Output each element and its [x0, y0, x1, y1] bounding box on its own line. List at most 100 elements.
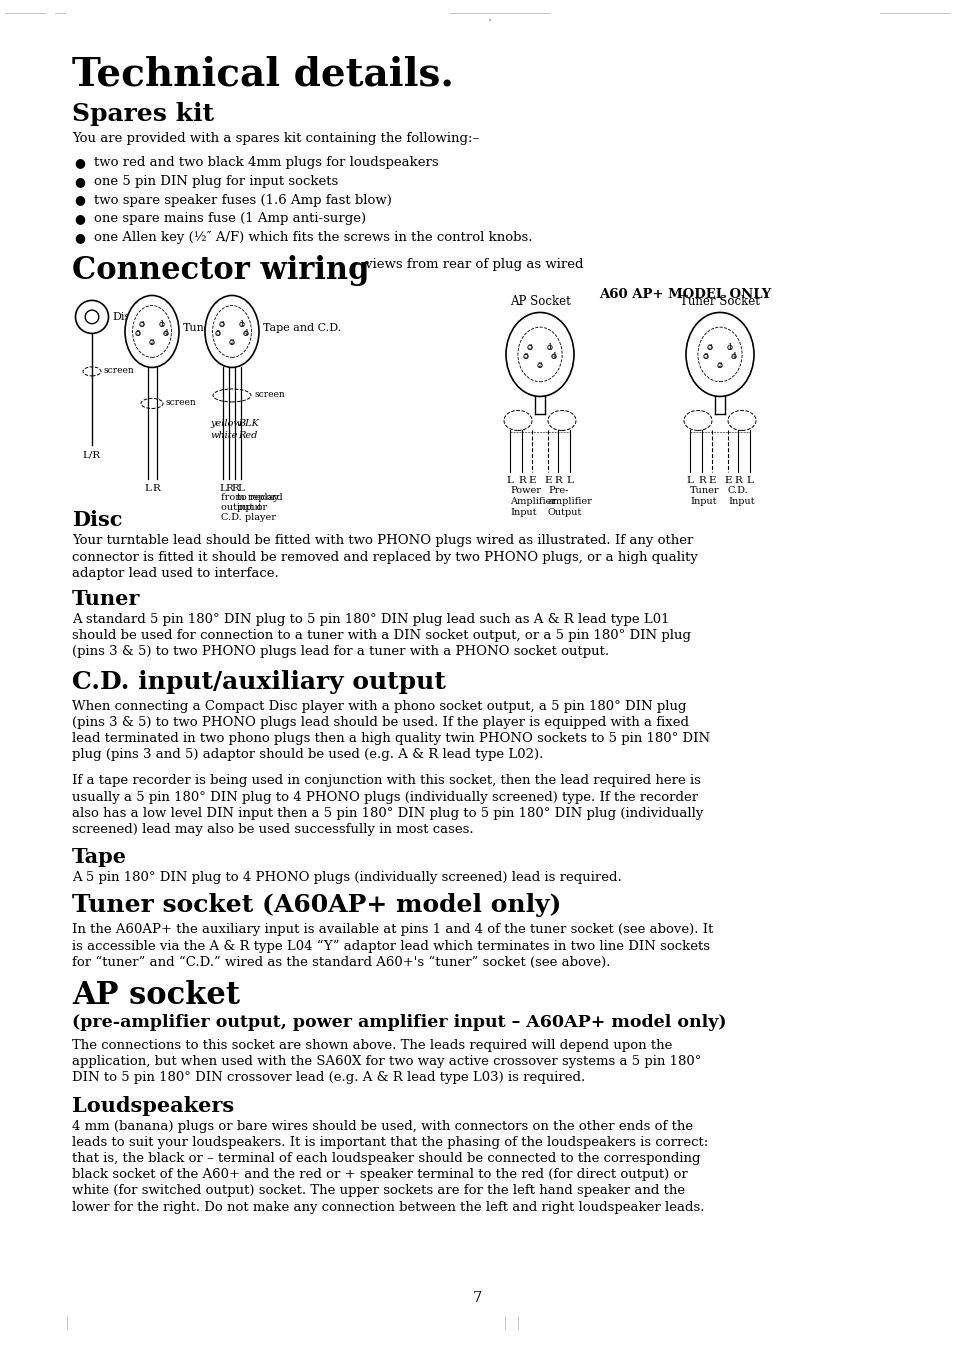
- Text: 4: 4: [551, 353, 556, 361]
- Text: C.D.: C.D.: [727, 486, 748, 496]
- Text: 5: 5: [135, 330, 140, 338]
- Text: ●: ●: [74, 174, 85, 188]
- Circle shape: [230, 340, 233, 345]
- Text: R: R: [225, 485, 233, 493]
- Text: L: L: [144, 485, 151, 493]
- Text: ●: ●: [74, 157, 85, 169]
- Text: white: white: [210, 431, 237, 440]
- Text: Red: Red: [237, 431, 257, 440]
- Text: white (for switched output) socket. The upper sockets are for the left hand spea: white (for switched output) socket. The …: [71, 1185, 684, 1197]
- Circle shape: [717, 363, 721, 367]
- Text: Tape: Tape: [71, 847, 127, 867]
- Text: L: L: [566, 477, 573, 485]
- Text: (pins 3 & 5) to two PHONO plugs lead should be used. If the player is equipped w: (pins 3 & 5) to two PHONO plugs lead sho…: [71, 716, 688, 728]
- Circle shape: [547, 346, 552, 350]
- Text: application, but when used with the SA60X for two way active crossover systems a: application, but when used with the SA60…: [71, 1055, 700, 1069]
- Text: output or: output or: [221, 504, 267, 512]
- Ellipse shape: [685, 312, 753, 396]
- Ellipse shape: [205, 296, 258, 367]
- Text: 3: 3: [527, 343, 532, 351]
- Text: When connecting a Compact Disc player with a phono socket output, a 5 pin 180° D: When connecting a Compact Disc player wi…: [71, 700, 686, 712]
- Text: L: L: [219, 485, 226, 493]
- Circle shape: [707, 346, 712, 350]
- Circle shape: [523, 354, 528, 358]
- Text: 1: 1: [727, 343, 732, 351]
- Circle shape: [164, 331, 168, 335]
- Circle shape: [244, 331, 248, 335]
- Text: L: L: [686, 477, 693, 485]
- Circle shape: [551, 354, 556, 358]
- Circle shape: [703, 354, 707, 358]
- Text: C.D. input/auxiliary output: C.D. input/auxiliary output: [71, 670, 445, 693]
- Circle shape: [527, 346, 532, 350]
- Text: R: R: [152, 485, 160, 493]
- Text: lead terminated in two phono plugs then a high quality twin PHONO sockets to 5 p: lead terminated in two phono plugs then …: [71, 732, 709, 744]
- Text: should be used for connection to a tuner with a DIN socket output, or a 5 pin 18: should be used for connection to a tuner…: [71, 630, 690, 642]
- Text: Input: Input: [689, 497, 716, 507]
- Text: R: R: [734, 477, 741, 485]
- Text: The connections to this socket are shown above. The leads required will depend u: The connections to this socket are shown…: [71, 1039, 672, 1052]
- Text: 1: 1: [239, 320, 244, 328]
- Text: Tuner: Tuner: [689, 486, 719, 496]
- Text: 1: 1: [159, 320, 164, 328]
- Text: screen: screen: [165, 399, 195, 407]
- Text: also has a low level DIN input then a 5 pin 180° DIN plug to 5 pin 180° DIN plug: also has a low level DIN input then a 5 …: [71, 807, 702, 820]
- Text: ●: ●: [74, 212, 85, 226]
- Text: 2: 2: [717, 362, 721, 369]
- Text: You are provided with a spares kit containing the following:–: You are provided with a spares kit conta…: [71, 132, 478, 145]
- Text: C.D. player: C.D. player: [221, 513, 275, 523]
- Text: for “tuner” and “C.D.” wired as the standard A60+'s “tuner” socket (see above).: for “tuner” and “C.D.” wired as the stan…: [71, 957, 610, 969]
- Text: Pre-: Pre-: [547, 486, 568, 496]
- Text: Connector wiring: Connector wiring: [71, 255, 369, 286]
- Text: two spare speaker fuses (1.6 Amp fast blow): two spare speaker fuses (1.6 Amp fast bl…: [94, 193, 392, 207]
- Text: usually a 5 pin 180° DIN plug to 4 PHONO plugs (individually screened) type. If : usually a 5 pin 180° DIN plug to 4 PHONO…: [71, 790, 698, 804]
- Text: (pins 3 & 5) to two PHONO plugs lead for a tuner with a PHONO socket output.: (pins 3 & 5) to two PHONO plugs lead for…: [71, 646, 608, 658]
- Text: R: R: [231, 485, 238, 493]
- Text: AP socket: AP socket: [71, 979, 240, 1011]
- Text: from replay: from replay: [221, 493, 278, 503]
- Text: one Allen key (½″ A/F) which fits the screws in the control knobs.: one Allen key (½″ A/F) which fits the sc…: [94, 231, 532, 243]
- Text: 3: 3: [219, 320, 224, 328]
- Circle shape: [135, 331, 140, 335]
- Text: Amplifier: Amplifier: [510, 497, 556, 507]
- Text: (pre-amplifier output, power amplifier input – A60AP+ model only): (pre-amplifier output, power amplifier i…: [71, 1015, 726, 1031]
- Text: one 5 pin DIN plug for input sockets: one 5 pin DIN plug for input sockets: [94, 174, 338, 188]
- Text: E: E: [543, 477, 551, 485]
- Text: Output: Output: [547, 508, 581, 517]
- Text: connector is fitted it should be removed and replaced by two PHONO plugs, or a h: connector is fitted it should be removed…: [71, 551, 698, 563]
- Circle shape: [219, 323, 224, 327]
- Circle shape: [215, 331, 220, 335]
- Text: 2: 2: [230, 339, 234, 346]
- Text: 4 mm (banana) plugs or bare wires should be used, with connectors on the other e: 4 mm (banana) plugs or bare wires should…: [71, 1120, 693, 1132]
- Circle shape: [140, 323, 144, 327]
- Text: Power: Power: [510, 486, 540, 496]
- Text: 1: 1: [547, 343, 552, 351]
- Text: 2: 2: [537, 362, 542, 369]
- Text: Tuner: Tuner: [71, 589, 140, 609]
- Text: R: R: [517, 477, 525, 485]
- Text: E: E: [528, 477, 536, 485]
- Text: input: input: [236, 504, 262, 512]
- Text: AP Socket: AP Socket: [509, 296, 570, 308]
- Text: 4: 4: [731, 353, 736, 361]
- Ellipse shape: [505, 312, 574, 396]
- Text: A 5 pin 180° DIN plug to 4 PHONO plugs (individually screened) lead is required.: A 5 pin 180° DIN plug to 4 PHONO plugs (…: [71, 871, 621, 885]
- Text: is accessible via the A & R type L04 “Y” adaptor lead which terminates in two li: is accessible via the A & R type L04 “Y”…: [71, 940, 709, 952]
- Text: 5: 5: [215, 330, 220, 338]
- Text: R: R: [698, 477, 705, 485]
- Text: 5: 5: [523, 353, 528, 361]
- Circle shape: [160, 323, 164, 327]
- Text: R: R: [554, 477, 561, 485]
- Text: E: E: [723, 477, 731, 485]
- Text: L/R: L/R: [83, 450, 101, 459]
- Text: screen: screen: [103, 366, 133, 374]
- Text: plug (pins 3 and 5) adaptor should be used (e.g. A & R lead type L02).: plug (pins 3 and 5) adaptor should be us…: [71, 748, 543, 761]
- Circle shape: [731, 354, 736, 358]
- Text: ●: ●: [74, 231, 85, 243]
- Circle shape: [537, 363, 541, 367]
- Text: Disc: Disc: [112, 312, 137, 322]
- Text: adaptor lead used to interface.: adaptor lead used to interface.: [71, 567, 278, 580]
- Text: lower for the right. Do not make any connection between the left and right louds: lower for the right. Do not make any con…: [71, 1201, 703, 1213]
- Text: E: E: [707, 477, 715, 485]
- Text: 5: 5: [702, 353, 708, 361]
